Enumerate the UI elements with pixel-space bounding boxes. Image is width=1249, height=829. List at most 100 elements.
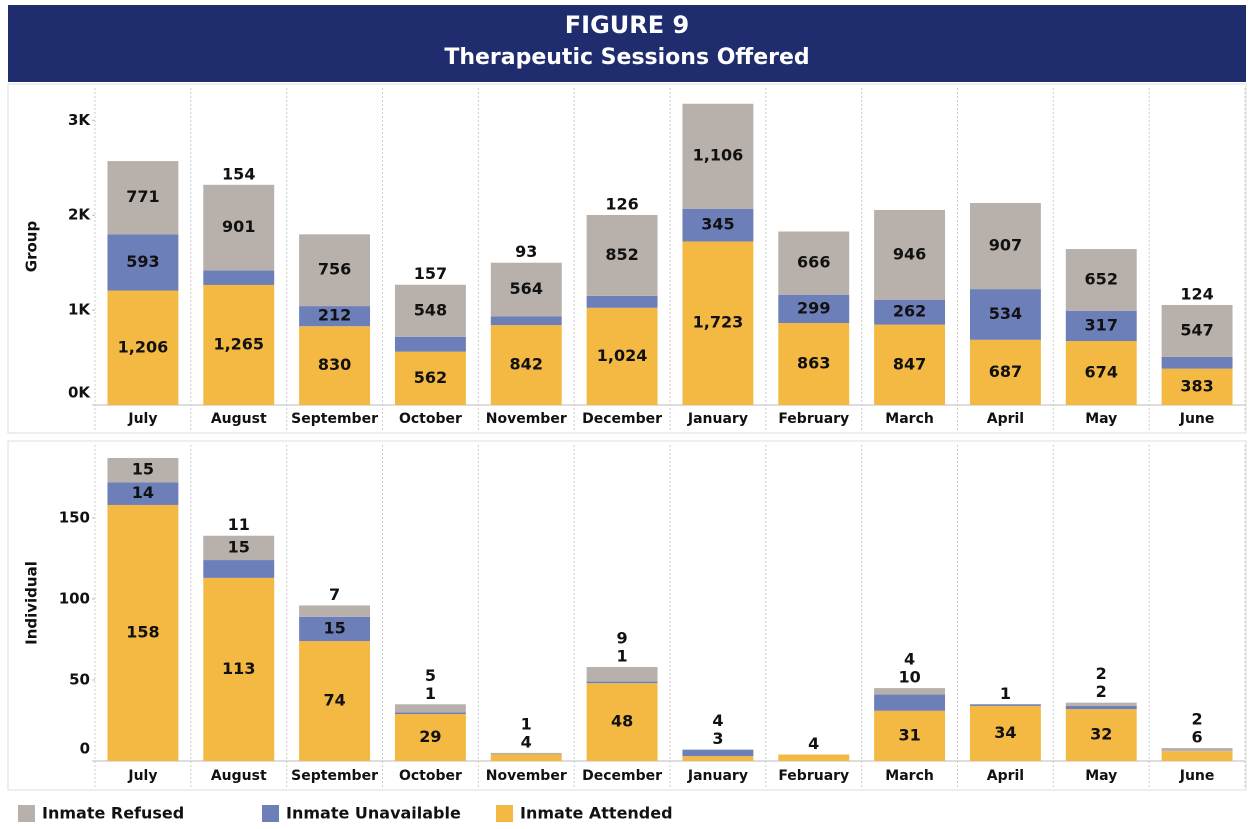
data-label: 946 [893, 244, 926, 263]
x-tick-label: October [399, 768, 462, 784]
y-tick-label: 2K [68, 206, 91, 224]
bar-segment [299, 641, 371, 761]
data-label: 31 [898, 725, 920, 744]
subtitle: Therapeutic Sessions Offered [444, 45, 809, 70]
x-tick-label: April [987, 768, 1024, 784]
bar-segment [1065, 702, 1137, 706]
bar-segment [1065, 705, 1137, 710]
data-label: 32 [1090, 725, 1112, 744]
bar-segment [1065, 709, 1137, 761]
bar-segment [394, 336, 466, 352]
data-label: 6 [1192, 728, 1203, 747]
bar-segment [299, 326, 371, 405]
x-tick-label: November [486, 411, 567, 427]
bar-segment [586, 681, 658, 684]
bar-segment [490, 325, 562, 405]
data-label: 534 [989, 304, 1022, 323]
bar-segment [778, 754, 850, 761]
data-label: 212 [318, 306, 351, 325]
bar-segment [969, 203, 1041, 290]
data-label: 383 [1180, 376, 1213, 395]
x-tick-label: June [1179, 411, 1215, 427]
data-label: 93 [515, 242, 537, 261]
bar-segment [203, 577, 275, 761]
bar-segment [778, 323, 850, 405]
header-banner [8, 5, 1246, 82]
x-tick-label: May [1085, 768, 1117, 784]
y-tick-label: 100 [59, 589, 90, 607]
bar-segment [107, 504, 179, 761]
bar-segment [203, 184, 275, 271]
legend-label: Inmate Attended [520, 804, 673, 823]
legend-swatch [262, 805, 279, 822]
data-label: 15 [323, 618, 345, 637]
data-label: 5 [425, 666, 436, 685]
y-tick-label: 150 [59, 508, 90, 526]
bar-segment [107, 482, 179, 505]
bar-segment [394, 351, 466, 405]
data-label: 1,206 [118, 337, 169, 356]
x-tick-label: April [987, 411, 1024, 427]
bar-segment [874, 299, 946, 325]
data-label: 901 [222, 217, 255, 236]
bar-segment [874, 710, 946, 761]
x-tick-label: October [399, 411, 462, 427]
bar-segment [1065, 310, 1137, 342]
data-label: 7 [329, 585, 340, 604]
data-label: 29 [419, 727, 441, 746]
data-label: 1,723 [693, 313, 744, 332]
x-tick-label: November [486, 768, 567, 784]
x-tick-label: August [211, 411, 267, 427]
data-label: 564 [510, 279, 543, 298]
y-axis-label: Group [23, 221, 41, 273]
data-label: 10 [898, 668, 920, 687]
data-label: 771 [126, 187, 159, 206]
title: FIGURE 9 [565, 11, 689, 39]
bar-segment [682, 241, 754, 405]
data-label: 666 [797, 253, 830, 272]
data-label: 14 [132, 483, 154, 502]
bar-segment [299, 234, 371, 307]
data-label: 756 [318, 260, 351, 279]
bar-segment [299, 306, 371, 327]
bar-segment [1161, 356, 1233, 369]
y-tick-label: 0K [68, 384, 91, 402]
bar-segment [1065, 341, 1137, 405]
data-label: 299 [797, 298, 830, 317]
bar-segment [682, 103, 754, 209]
data-label: 15 [228, 537, 250, 556]
x-tick-label: March [885, 411, 934, 427]
data-label: 74 [323, 691, 345, 710]
bar-segment [586, 307, 658, 405]
bar-segment [299, 616, 371, 642]
bar-segment [107, 161, 179, 235]
data-label: 157 [414, 264, 447, 283]
data-label: 2 [1096, 664, 1107, 683]
bar-segment [969, 705, 1041, 761]
data-label: 4 [904, 650, 915, 669]
data-label: 11 [228, 515, 250, 534]
data-label: 842 [510, 355, 543, 374]
data-label: 2 [1192, 710, 1203, 729]
data-label: 48 [611, 712, 633, 731]
data-label: 124 [1180, 284, 1213, 303]
data-label: 1 [425, 684, 436, 703]
data-label: 1,106 [693, 146, 744, 165]
data-label: 907 [989, 236, 1022, 255]
bar-segment [490, 316, 562, 326]
bar-segment [203, 284, 275, 405]
bar-segment [874, 694, 946, 711]
data-label: 2 [1096, 682, 1107, 701]
bar-segment [874, 209, 946, 300]
bar-segment [1161, 304, 1233, 357]
bar-segment [203, 560, 275, 578]
y-axis-label: Individual [23, 561, 41, 645]
x-tick-label: December [582, 768, 662, 784]
data-label: 4 [808, 734, 819, 753]
bar-segment [203, 535, 275, 561]
data-label: 4 [712, 711, 723, 730]
x-tick-label: June [1179, 768, 1215, 784]
y-tick-label: 0 [80, 740, 90, 758]
bar-segment [490, 752, 562, 755]
